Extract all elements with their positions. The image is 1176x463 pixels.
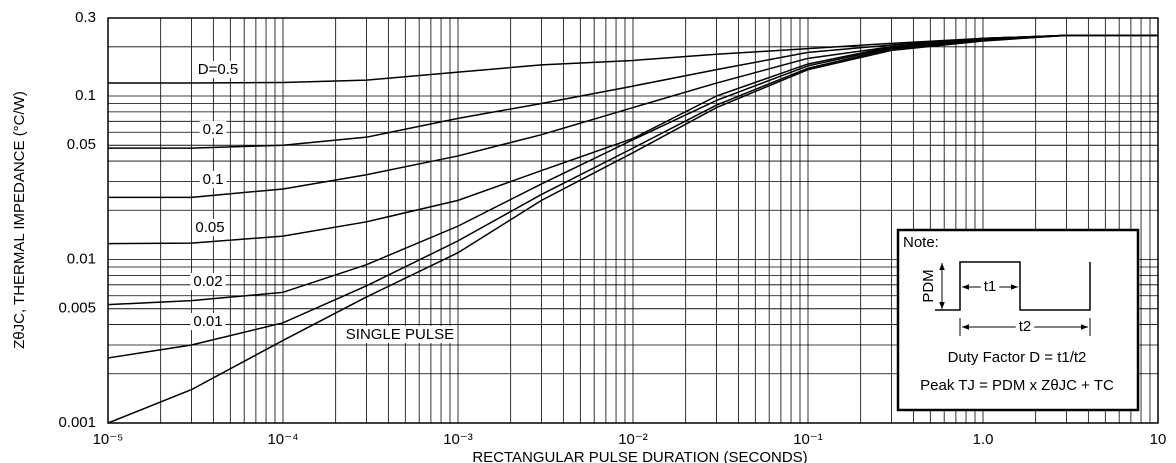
series-label: 0.01	[193, 313, 222, 330]
series-label: 0.05	[195, 219, 224, 236]
series-label: 0.1	[203, 171, 224, 188]
series-line	[108, 34, 1158, 199]
y-tick-label: 0.005	[58, 300, 96, 317]
peak-formula: Peak TJ = PDM x ZθJC + TC	[920, 377, 1114, 394]
x-tick-label: 10	[1150, 431, 1167, 448]
y-tick-label: 0.001	[58, 414, 96, 431]
series-line	[107, 34, 1158, 245]
duty-factor: Duty Factor D = t1/t2	[948, 349, 1087, 366]
note-title: Note:	[903, 234, 939, 251]
series-line	[107, 34, 1158, 424]
y-tick-label: 0.01	[67, 250, 96, 267]
series-label-bg	[199, 170, 227, 188]
plot-frame	[107, 17, 1159, 424]
t1-label: t1	[984, 278, 997, 295]
series-label-bg	[192, 218, 228, 236]
y-tick-label: 0.05	[67, 136, 96, 153]
pdm-label: PDM	[920, 269, 937, 302]
pulse-waveform	[935, 261, 1091, 311]
x-tick-label: 10⁻⁵	[93, 431, 124, 448]
t2-label: t2	[1019, 318, 1032, 335]
series-label-bg	[194, 60, 242, 78]
label-bg	[1015, 317, 1035, 335]
series-label: SINGLE PULSE	[346, 326, 454, 343]
x-tick-label: 10⁻³	[443, 431, 473, 448]
y-tick-label: 0.3	[75, 9, 96, 26]
series-label-bg	[190, 272, 226, 290]
series-label: 0.02	[193, 273, 222, 290]
series-label: D=0.5	[198, 61, 238, 78]
series-label: 0.2	[203, 121, 224, 138]
y-tick-label: 0.1	[75, 87, 96, 104]
series-label-bg	[190, 312, 226, 330]
y-axis-label: ZθJC, THERMAL IMPEDANCE (°C/W)	[11, 91, 28, 349]
x-tick-label: 10⁻²	[618, 431, 648, 448]
x-tick-label: 1.0	[973, 431, 994, 448]
x-tick-label: 10⁻¹	[793, 431, 823, 448]
x-axis-label: RECTANGULAR PULSE DURATION (SECONDS)	[472, 449, 807, 463]
series-label-bg	[199, 120, 227, 138]
label-bg	[980, 277, 1000, 295]
x-tick-label: 10⁻⁴	[267, 431, 298, 448]
series-label-bg	[342, 325, 458, 343]
